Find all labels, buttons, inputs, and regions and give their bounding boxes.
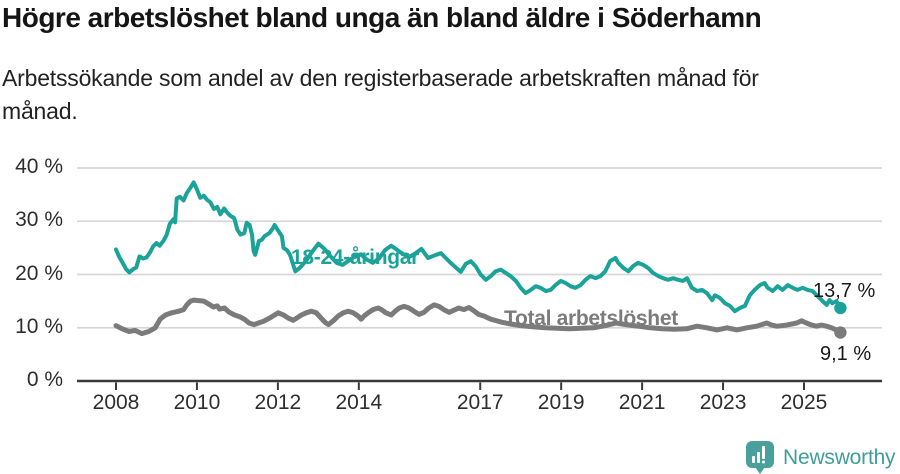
newsworthy-bars-icon (746, 441, 774, 474)
chart-subtitle: Arbetssökande som andel av den registerb… (2, 62, 759, 128)
x-tick-label-2008: 2008 (92, 391, 140, 414)
series-line-total (113, 297, 843, 337)
series-label-total: Total arbetslöshet (504, 307, 678, 330)
end-value-label-youth: 13,7 % (813, 280, 876, 302)
y-tick-label-0: 0 % (26, 368, 63, 391)
x-tick-label-2025: 2025 (780, 391, 828, 414)
x-tick-label-2019: 2019 (537, 391, 585, 414)
y-tick-label-20: 20 % (15, 261, 63, 285)
newsworthy-brand-text: Newsworthy (783, 446, 896, 469)
newsworthy-logo: Newsworthy (745, 441, 896, 474)
x-tick-label-2017: 2017 (456, 391, 504, 414)
x-tick-label-2012: 2012 (254, 391, 302, 414)
series-line-18-24 (114, 180, 843, 314)
x-tick-label-2014: 2014 (335, 391, 383, 414)
y-tick-label-40: 40 % (15, 155, 63, 178)
chart-subtitle-line1: Arbetssökande som andel av den registerb… (2, 65, 759, 91)
chart-title: Högre arbetslöshet bland unga än bland ä… (2, 2, 762, 33)
chart-subtitle-line2: månad. (2, 98, 78, 124)
y-tick-label-30: 30 % (15, 208, 63, 232)
series-label-youth: 18-24-åringar (291, 246, 419, 269)
y-tick-label-10: 10 % (15, 314, 63, 338)
x-tick-label-2021: 2021 (618, 391, 666, 414)
end-value-label-total: 9,1 % (820, 343, 872, 365)
x-tick-label-2010: 2010 (173, 391, 221, 414)
end-dot-18-24 (834, 301, 847, 315)
end-dot-total (834, 326, 847, 339)
x-tick-label-2023: 2023 (699, 391, 747, 414)
